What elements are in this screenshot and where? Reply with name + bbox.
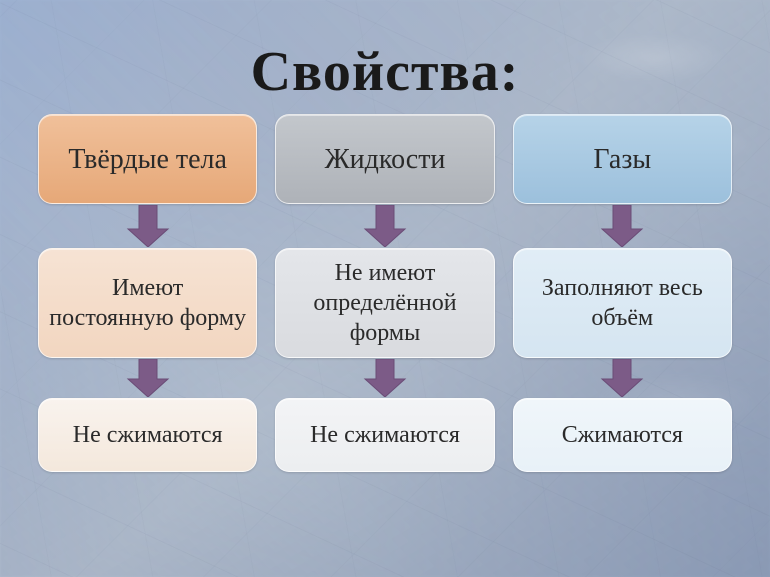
arrow-down-icon (124, 358, 172, 398)
property-box-gases-1: Заполняют весь объём (513, 248, 732, 358)
diagram-grid: Твёрдые тела Имеют постоянную форму Не с… (0, 114, 770, 472)
header-box-gases-label: Газы (593, 142, 651, 177)
property-box-solids-1: Имеют постоянную форму (38, 248, 257, 358)
column-solids: Твёрдые тела Имеют постоянную форму Не с… (38, 114, 257, 472)
header-box-gases: Газы (513, 114, 732, 204)
column-gases: Газы Заполняют весь объём Сжимаются (513, 114, 732, 472)
property-box-liquids-2-label: Не сжимаются (310, 420, 460, 450)
property-box-solids-2: Не сжимаются (38, 398, 257, 472)
header-box-solids-label: Твёрдые тела (68, 142, 227, 177)
header-box-solids: Твёрдые тела (38, 114, 257, 204)
property-box-gases-1-label: Заполняют весь объём (524, 273, 721, 333)
property-box-gases-2: Сжимаются (513, 398, 732, 472)
property-box-liquids-1-label: Не имеют определённой формы (286, 258, 483, 348)
diagram-title: Свойства: (0, 0, 770, 114)
arrow-down-icon (361, 358, 409, 398)
property-box-gases-2-label: Сжимаются (562, 420, 683, 450)
arrow-down-icon (361, 204, 409, 248)
arrow-down-icon (124, 204, 172, 248)
arrow-down-icon (598, 204, 646, 248)
property-box-solids-1-label: Имеют постоянную форму (49, 273, 246, 333)
arrow-down-icon (598, 358, 646, 398)
header-box-liquids: Жидкости (275, 114, 494, 204)
header-box-liquids-label: Жидкости (325, 142, 446, 177)
property-box-liquids-1: Не имеют определённой формы (275, 248, 494, 358)
property-box-liquids-2: Не сжимаются (275, 398, 494, 472)
column-liquids: Жидкости Не имеют определённой формы Не … (275, 114, 494, 472)
property-box-solids-2-label: Не сжимаются (73, 420, 223, 450)
